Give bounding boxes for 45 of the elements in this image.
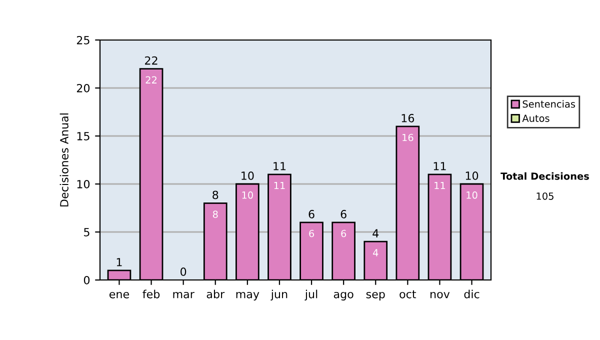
y-axis-title: Decisiones Anual: [60, 114, 68, 206]
data-label: 8: [212, 210, 218, 218]
y-tick-label: 25: [76, 36, 90, 44]
data-label: 10: [242, 191, 253, 199]
total-label: 16: [402, 114, 414, 122]
x-tick-label: nov: [430, 292, 450, 298]
total-label: 4: [372, 229, 379, 238]
x-tick-label: oct: [400, 290, 416, 298]
total-label: 6: [308, 210, 314, 218]
total-label: 10: [466, 172, 478, 180]
total-label: 8: [212, 190, 218, 200]
text: 105: [536, 192, 554, 200]
x-tick-label: abr: [206, 290, 225, 298]
x-tick-label: sep: [366, 292, 385, 300]
y-tick-label: 5: [84, 228, 90, 236]
x-tick-label: ago: [334, 292, 354, 300]
total-label: 22: [145, 56, 158, 65]
data-label: 22: [146, 76, 156, 84]
data-label: 16: [402, 134, 414, 142]
total-label: 11: [434, 162, 446, 170]
x-tick-label: ene: [109, 292, 129, 298]
total-label: 6: [340, 210, 346, 218]
data-label: 11: [274, 182, 285, 190]
x-tick-label: jul: [304, 290, 318, 300]
data-label: 4: [373, 249, 378, 256]
data-label: 10: [466, 191, 478, 199]
text: Total Decisiones: [500, 172, 589, 180]
total-label: 1: [116, 258, 122, 266]
x-tick-label: jun: [270, 290, 288, 300]
legend-label: Autos: [522, 114, 550, 122]
x-tick-label: dic: [464, 290, 480, 298]
total-label: 0: [180, 268, 186, 276]
x-tick-label: may: [236, 292, 260, 300]
y-tick-label: 15: [77, 132, 90, 140]
data-label: 6: [341, 230, 346, 238]
data-label: 11: [434, 182, 446, 190]
x-tick-label: feb: [142, 290, 160, 298]
y-tick-label: 10: [77, 180, 90, 188]
total-label: 10: [242, 172, 254, 180]
data-label: 6: [309, 230, 314, 238]
legend-label: Sentencias: [522, 100, 576, 108]
y-tick-label: 20: [76, 84, 90, 92]
y-tick-label: 0: [84, 276, 90, 284]
total-label: 11: [274, 162, 286, 170]
x-tick-label: mar: [173, 292, 194, 298]
